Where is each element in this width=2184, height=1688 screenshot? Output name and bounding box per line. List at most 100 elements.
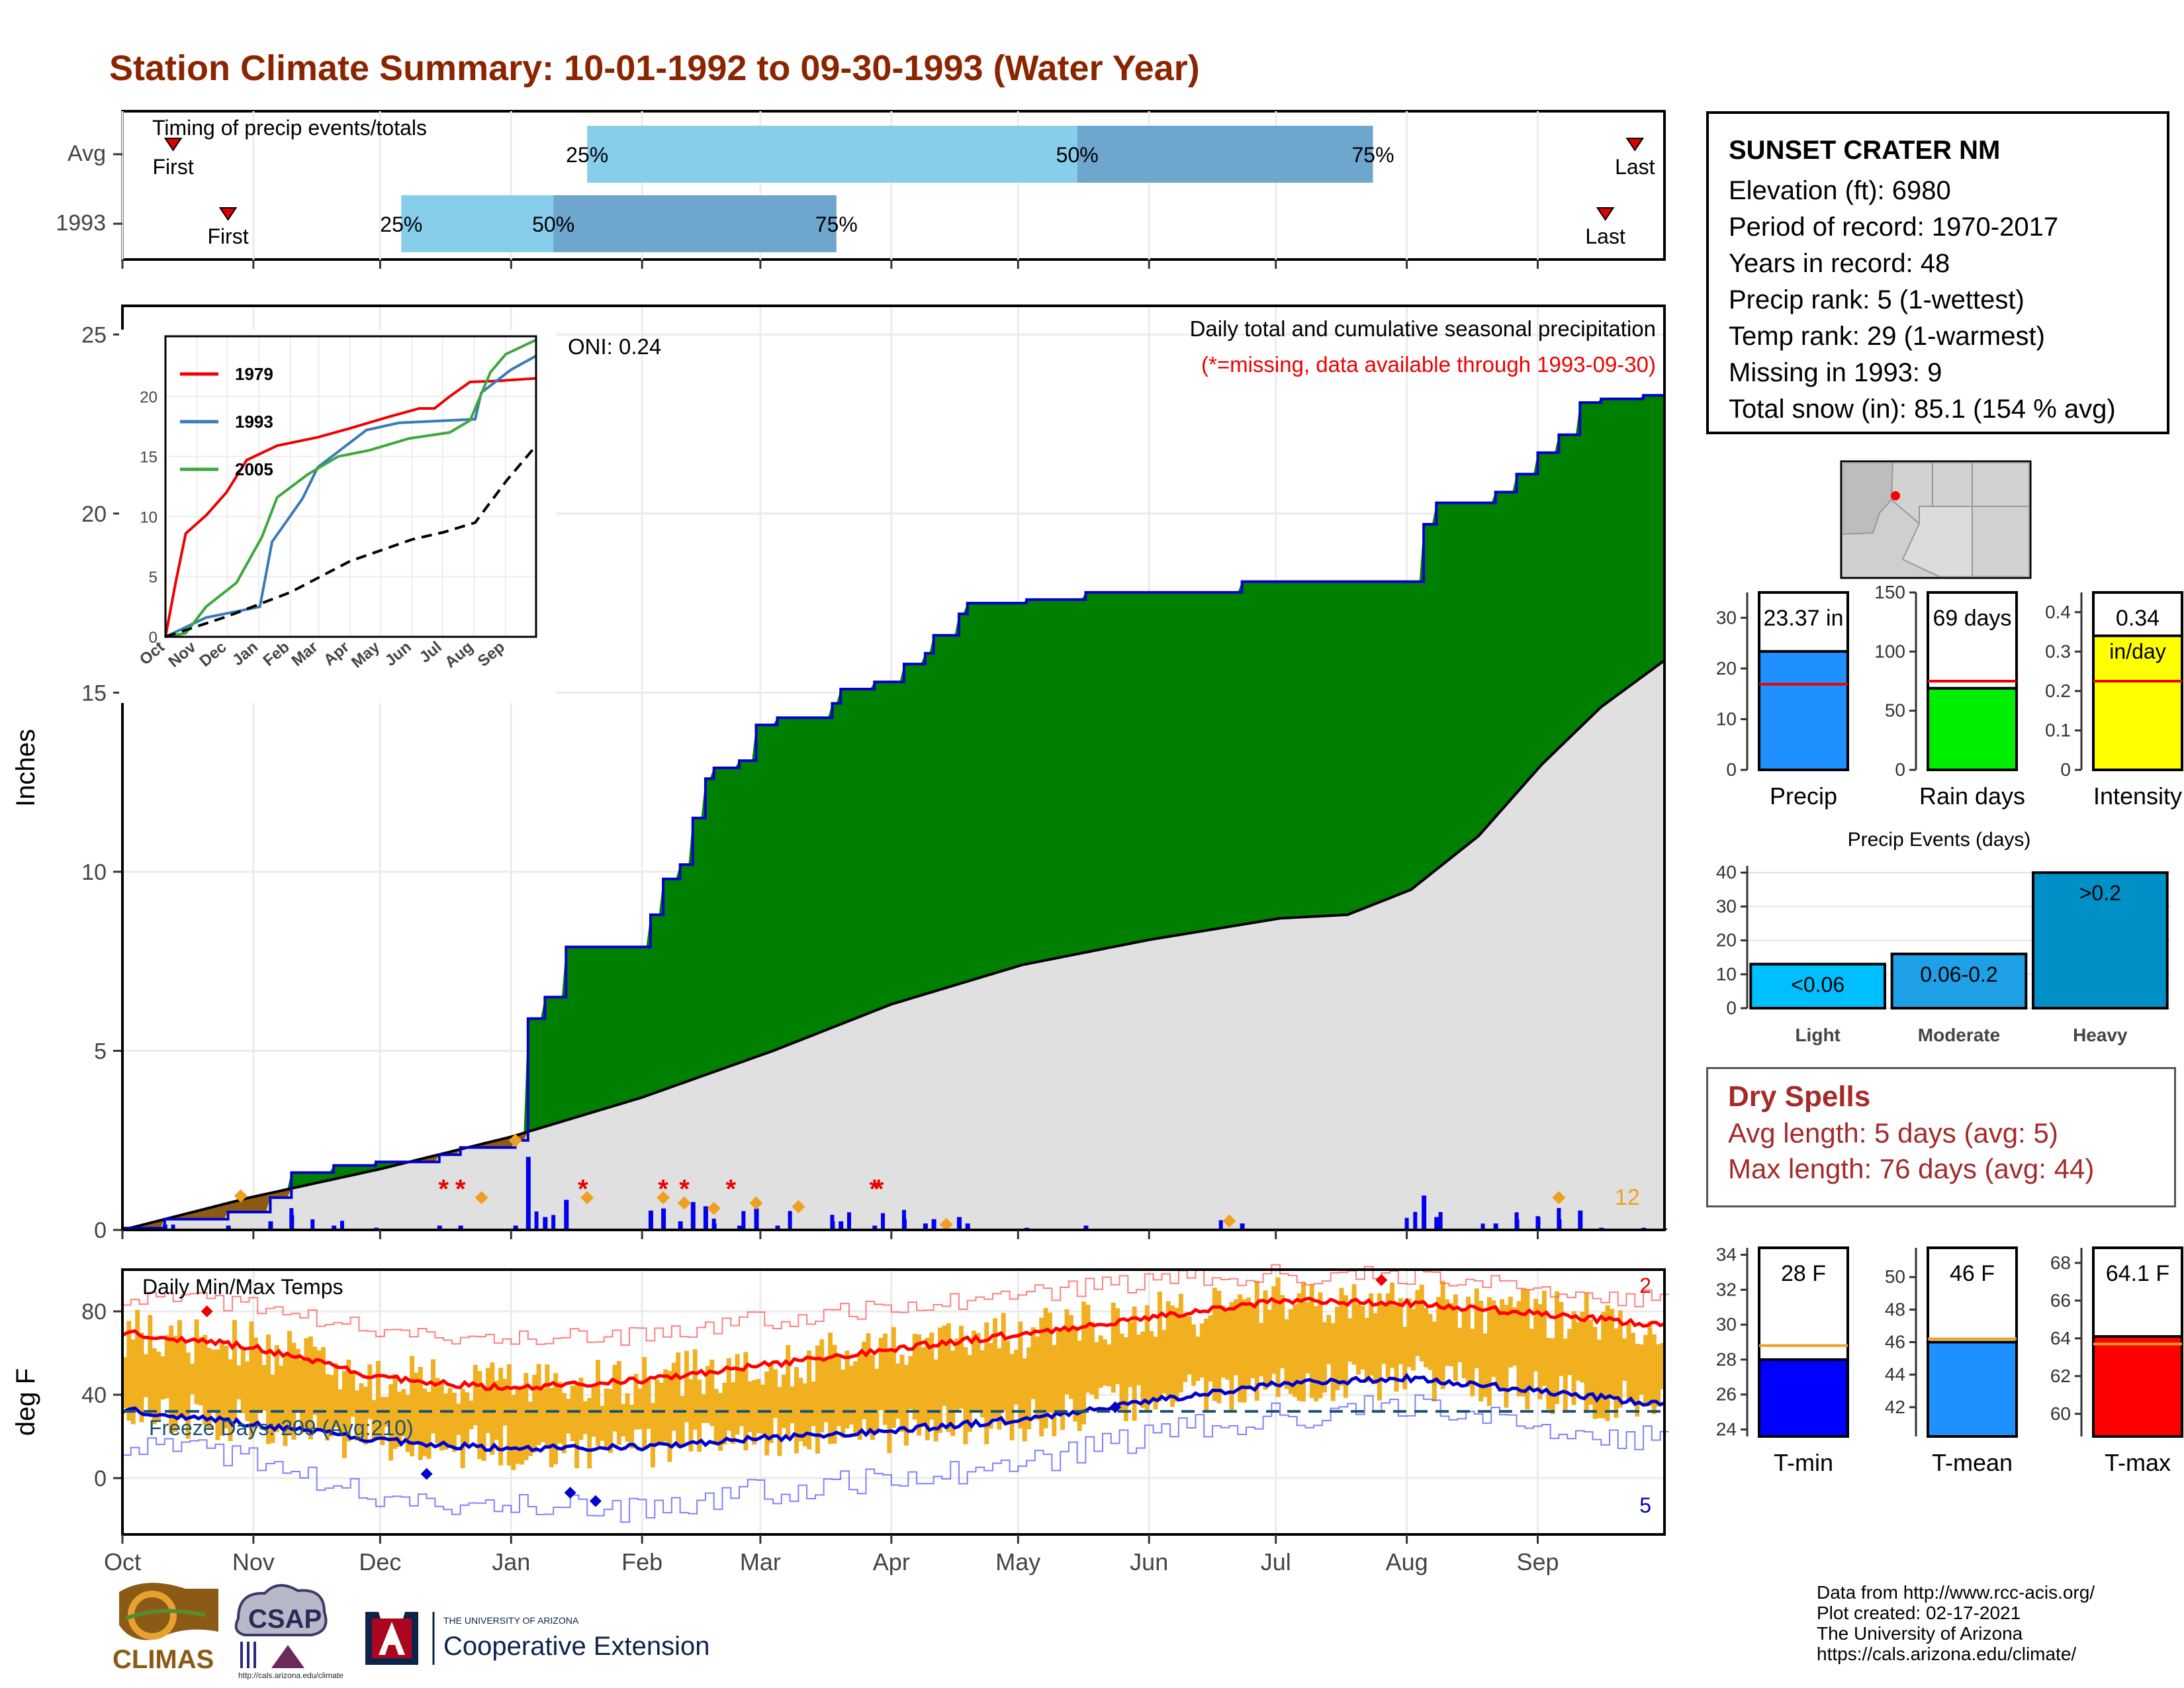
daily-temp-bar (1094, 1342, 1099, 1399)
daily-temp-bar (1635, 1344, 1640, 1417)
record-marker (1375, 1274, 1388, 1286)
daily-temp-bar (1293, 1304, 1298, 1397)
daily-temp-bar (938, 1327, 943, 1433)
daily-temp-bar (1330, 1323, 1336, 1401)
daily-temp-bar (1254, 1281, 1259, 1401)
record-marker (420, 1468, 433, 1480)
daily-temp-bar (540, 1389, 545, 1442)
daily-temp-bar (1360, 1305, 1365, 1370)
precip-y-tick-label: 15 (81, 680, 107, 706)
daily-temp-bar (587, 1397, 592, 1469)
daily-temp-bar (266, 1335, 271, 1444)
summary-category-label: T-max (2105, 1449, 2171, 1476)
daily-precip-bar (678, 1221, 683, 1230)
daily-temp-bar (1495, 1310, 1500, 1385)
daily-temp-bar (1204, 1318, 1209, 1413)
daily-temp-bar (709, 1359, 715, 1427)
snow-marker (678, 1196, 692, 1210)
daily-temp-bar (536, 1364, 541, 1446)
daily-temp-bar (798, 1378, 803, 1442)
daily-temp-bar (1537, 1304, 1543, 1399)
month-label: Jul (1261, 1548, 1291, 1575)
daily-temp-bar (731, 1382, 736, 1444)
daily-temp-bar (1107, 1344, 1112, 1387)
daily-precip-bar (956, 1217, 962, 1230)
daily-temp-bar (760, 1384, 765, 1434)
daily-temp-bar (1081, 1301, 1087, 1425)
daily-temp-bar (308, 1336, 313, 1440)
daily-temp-bar (667, 1371, 672, 1462)
daily-temp-bar (371, 1400, 377, 1441)
daily-temp-bar (523, 1373, 529, 1460)
daily-temp-bar (473, 1364, 478, 1425)
summary-y-tick-label: 66 (2050, 1290, 2071, 1311)
summary-category-label: Intensity (2093, 782, 2182, 810)
daily-temp-bar (1529, 1329, 1534, 1389)
daily-temp-bar (1525, 1289, 1530, 1410)
daily-precip-bar (965, 1223, 970, 1230)
daily-temp-bar (181, 1340, 187, 1419)
events-y-tick-label: 30 (1716, 896, 1737, 916)
summary-category-label: T-min (1774, 1449, 1833, 1476)
daily-temp-bar (431, 1359, 435, 1434)
inset-y-tick-label: 0 (149, 629, 158, 647)
daily-temp-bar (773, 1369, 778, 1418)
daily-precip-bar (1434, 1217, 1439, 1230)
summary-y-tick-label: 20 (1716, 658, 1737, 679)
daily-temp-bar (1102, 1339, 1107, 1386)
daily-temp-bar (532, 1374, 537, 1453)
summary-y-tick-label: 32 (1716, 1279, 1737, 1299)
daily-temp-bar (257, 1350, 263, 1413)
daily-temp-bar (341, 1370, 347, 1458)
timing-last-label: Last (1585, 224, 1625, 248)
daily-precip-bar (881, 1213, 886, 1230)
daily-temp-bar (1575, 1322, 1580, 1381)
daily-temp-bar (1394, 1305, 1399, 1392)
daily-temp-bar (903, 1365, 909, 1446)
daily-precip-bar (543, 1217, 548, 1230)
daily-temp-bar (967, 1354, 972, 1432)
daily-temp-bar (1474, 1288, 1479, 1368)
daily-temp-bar (1465, 1296, 1471, 1387)
daily-temp-bar (1541, 1290, 1547, 1386)
daily-precip-bar (703, 1206, 708, 1230)
daily-temp-bar (946, 1323, 951, 1432)
daily-temp-bar (203, 1335, 208, 1426)
daily-temp-bar (1479, 1301, 1484, 1402)
daily-temp-bar (443, 1393, 449, 1450)
daily-temp-bar (1068, 1315, 1073, 1399)
daily-temp-bar (1651, 1334, 1657, 1415)
snow-marker (792, 1199, 805, 1213)
daily-temp-bar (815, 1345, 820, 1454)
daily-temp-bar (334, 1363, 339, 1428)
daily-temp-bar (997, 1348, 1002, 1430)
summary-y-tick-label: 10 (1716, 708, 1737, 729)
summary-bar-fill (2092, 634, 2183, 771)
inset-legend-label: 2005 (235, 459, 273, 479)
temp-frame (121, 1268, 1666, 1536)
daily-temp-bar (321, 1347, 326, 1432)
daily-temp-bar (511, 1395, 516, 1470)
summary-y-tick-label: 0 (2060, 759, 2071, 780)
daily-temp-bar (1356, 1303, 1361, 1375)
summary-y-tick-label: 0.1 (2045, 720, 2071, 740)
daily-temp-bar (988, 1342, 993, 1429)
daily-temp-bar (642, 1356, 647, 1450)
daily-temp-bar (1385, 1293, 1390, 1378)
daily-temp-bar (287, 1331, 292, 1436)
summary-category-label: T-mean (1932, 1449, 2013, 1476)
month-label: Aug (1386, 1548, 1428, 1575)
summary-y-tick-label: 0.4 (2045, 602, 2071, 622)
daily-precip-bar (1083, 1225, 1089, 1230)
daily-temp-bar (637, 1388, 643, 1430)
daily-temp-bar (388, 1383, 394, 1461)
events-category-label: Moderate (1918, 1025, 2000, 1045)
daily-temp-bar (646, 1380, 651, 1429)
daily-precip-bar (525, 1156, 531, 1230)
daily-temp-bar (1482, 1333, 1488, 1397)
daily-temp-bar (984, 1322, 989, 1444)
daily-temp-bar (148, 1315, 153, 1415)
missing-marker: * (869, 1174, 880, 1203)
daily-temp-bar (616, 1361, 621, 1445)
daily-temp-bar (1263, 1290, 1268, 1390)
